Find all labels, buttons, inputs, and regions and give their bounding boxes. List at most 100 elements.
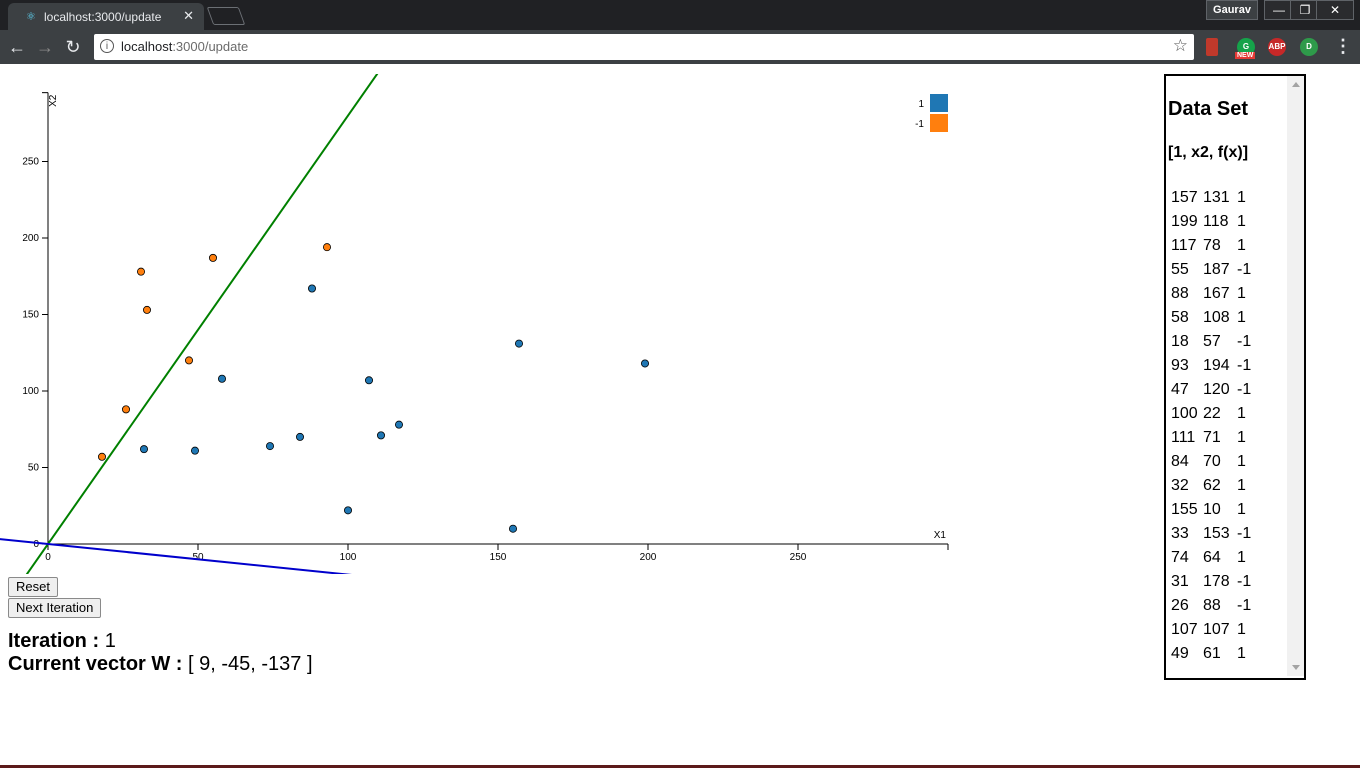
x-tick-label: 0 [45, 552, 51, 563]
scroll-down-icon[interactable] [1292, 665, 1300, 670]
x-tick-label: 150 [490, 552, 507, 563]
data-point [364, 376, 373, 385]
data-point [98, 452, 107, 461]
x-axis-label: X1 [934, 530, 947, 541]
tab-title: localhost:3000/update [44, 10, 162, 24]
data-point [641, 359, 650, 368]
data-cell: 178 [1203, 573, 1230, 590]
decision-boundary-line [25, 74, 379, 574]
data-cell: -1 [1237, 333, 1252, 350]
data-row: 107 107 1 [1171, 618, 1261, 642]
profile-button[interactable]: Gaurav [1206, 0, 1258, 20]
y-tick-label: 200 [22, 233, 39, 244]
data-cell: 1 [1237, 405, 1246, 422]
iteration-value: 1 [104, 630, 116, 652]
data-cell: 155 [1171, 501, 1198, 518]
data-row: 93 194 -1 [1171, 354, 1261, 378]
address-bar[interactable]: i localhost:3000/update ☆ [94, 34, 1194, 60]
data-row: 100 22 1 [1171, 402, 1261, 426]
data-row: 47 120 -1 [1171, 378, 1261, 402]
data-point [142, 305, 151, 314]
data-cell: 199 [1171, 213, 1198, 230]
data-cell: 47 [1171, 381, 1189, 398]
new-tab-button[interactable] [206, 7, 246, 25]
data-cell: 1 [1237, 501, 1246, 518]
data-cell: 78 [1203, 237, 1221, 254]
data-cell: 153 [1203, 525, 1230, 542]
data-cell: 84 [1171, 453, 1189, 470]
vector-value: [ 9, -45, -137 ] [188, 653, 313, 675]
data-row: 117 78 1 [1171, 234, 1261, 258]
data-cell: -1 [1237, 573, 1252, 590]
data-cell: 118 [1203, 213, 1229, 230]
browser-tab[interactable]: ⚛ localhost:3000/update ✕ [8, 3, 204, 30]
data-point [307, 284, 316, 293]
data-cell: 157 [1171, 189, 1198, 206]
data-cell: 1 [1237, 309, 1246, 326]
forward-arrow-icon[interactable]: → [36, 37, 54, 57]
data-point [295, 432, 304, 441]
data-point [265, 442, 274, 451]
data-cell: 187 [1203, 261, 1230, 278]
data-cell: -1 [1237, 381, 1252, 398]
data-cell: 55 [1171, 261, 1189, 278]
data-cell: 1 [1237, 621, 1246, 638]
bookmark-extension-icon[interactable] [1206, 38, 1218, 56]
react-favicon-icon: ⚛ [26, 11, 36, 23]
star-icon[interactable]: ☆ [1172, 36, 1188, 55]
extension-icon[interactable]: D [1300, 38, 1318, 56]
url-text: localhost:3000/update [121, 39, 248, 54]
data-cell: 107 [1171, 621, 1198, 638]
legend-label: -1 [915, 119, 924, 130]
data-cell: 33 [1171, 525, 1189, 542]
x-tick-label: 250 [790, 552, 807, 563]
data-cell: 100 [1171, 405, 1198, 422]
url-path: :3000/update [172, 39, 249, 54]
data-row: 84 70 1 [1171, 450, 1261, 474]
data-point [139, 445, 148, 454]
reload-icon[interactable]: ↻ [65, 37, 81, 57]
data-cell: 49 [1171, 645, 1189, 662]
adblock-extension-icon[interactable]: ABP [1268, 38, 1286, 56]
data-cell: 31 [1171, 573, 1189, 590]
tab-close-icon[interactable]: ✕ [183, 8, 194, 23]
data-cell: 1 [1237, 189, 1246, 206]
data-cell: 61 [1203, 645, 1221, 662]
data-cell: 120 [1203, 381, 1230, 398]
vector-label: Current vector W : [8, 653, 183, 675]
reset-button[interactable]: Reset [8, 577, 58, 597]
data-point [208, 253, 217, 262]
weight-vector-line [0, 538, 352, 574]
data-cell: 1 [1237, 285, 1246, 302]
data-row: 74 64 1 [1171, 546, 1261, 570]
data-cell: 32 [1171, 477, 1189, 494]
data-cell: 1 [1237, 549, 1246, 566]
data-set-panel[interactable]: Data Set [1, x2, f(x)] 157 131 1 199 118 1 117… [1164, 74, 1306, 680]
data-cell: 131 [1203, 189, 1230, 206]
back-arrow-icon[interactable]: ← [8, 37, 26, 57]
info-icon[interactable]: i [100, 39, 114, 53]
data-cell: 64 [1203, 549, 1221, 566]
legend-swatch [930, 114, 948, 132]
data-cell: 1 [1237, 645, 1246, 662]
scroll-up-icon[interactable] [1292, 82, 1300, 87]
data-cell: 107 [1203, 621, 1230, 638]
scatter-chart: 0 50 100 150 200 250 0 50 100 150 200 250 X1 X2 1 -1 [0, 74, 949, 574]
vector-status: Current vector W : [ 9, -45, -137 ] [8, 653, 313, 676]
next-iteration-button[interactable]: Next Iteration [8, 598, 102, 618]
data-point [343, 506, 352, 515]
x-tick-label: 100 [340, 552, 357, 563]
taskbar-edge [0, 765, 1360, 768]
data-cell: 74 [1171, 549, 1189, 566]
lines-group [0, 74, 379, 574]
data-row: 31 178 -1 [1171, 570, 1261, 594]
panel-subtitle: [1, x2, f(x)] [1168, 144, 1249, 161]
data-cell: 70 [1203, 453, 1221, 470]
grammarly-extension-icon[interactable]: G [1237, 38, 1255, 56]
panel-title: Data Set [1168, 98, 1249, 120]
data-point [376, 431, 385, 440]
panel-scrollbar[interactable] [1287, 76, 1304, 676]
data-point [122, 405, 131, 414]
close-window-icon[interactable]: ✕ [1316, 0, 1354, 20]
menu-icon[interactable]: ⋮ [1334, 36, 1352, 56]
